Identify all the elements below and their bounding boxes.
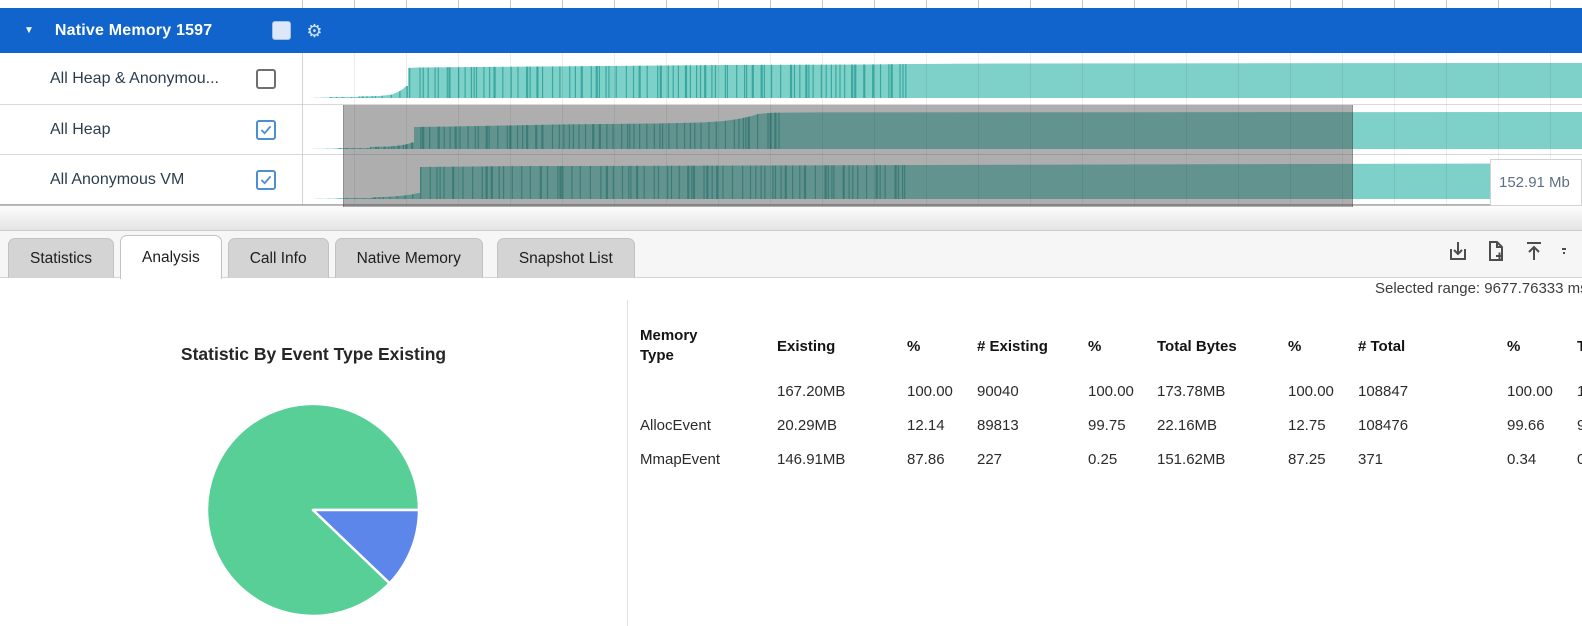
table-header-col0: Memory Type — [640, 326, 698, 364]
table-cell-r2-c8: 0.34 — [1507, 450, 1537, 468]
horizontal-scrollbar[interactable] — [0, 205, 1582, 231]
time-axis-ticks — [302, 0, 1582, 8]
table-cell-r0-c0 — [640, 374, 777, 408]
track-label-row: All Heap — [0, 105, 303, 154]
track-label: All Heap & Anonymou... — [50, 69, 219, 87]
track-checkbox[interactable] — [256, 68, 276, 89]
tab-call-info[interactable]: Call Info — [227, 238, 329, 279]
table-cell-r2-c3: 227 — [977, 450, 1003, 468]
track-area: All Heap & Anonymou... All Heap — [0, 53, 1582, 207]
tab-bar: Statistics Analysis Call Info Native Memory… — [0, 231, 1582, 279]
table-cell-r2-c7: 371 — [1358, 450, 1384, 468]
table-header-col5: Total Bytes — [1157, 337, 1237, 355]
table-cell-r1-c2: 12.14 — [907, 416, 945, 434]
track-label-row: All Heap & Anonymou... — [0, 53, 303, 104]
scroll-to-top-icon[interactable] — [1522, 239, 1546, 263]
table-cell-r2-c2: 87.86 — [907, 450, 945, 468]
more-partial-icon[interactable] — [1560, 239, 1570, 263]
tab-analysis[interactable]: Analysis — [120, 235, 222, 279]
collapse-triangle-icon[interactable]: ▼ — [24, 24, 34, 36]
table-header-col1: Existing — [777, 337, 836, 355]
pie-chart-title: Statistic By Event Type Existing — [180, 344, 447, 364]
track-row: All Heap — [0, 105, 1582, 155]
table-cell-r1-c9: 9 — [1577, 416, 1582, 434]
table-cell-r0-c5: 173.78MB — [1157, 382, 1226, 400]
table-cell-r2-c5: 151.62MB — [1157, 450, 1226, 468]
track-row: All Anonymous VM — [0, 155, 1582, 205]
table-cell-r0-c6: 100.00 — [1288, 382, 1334, 400]
table-cell-r0-c3: 90040 — [977, 382, 1019, 400]
value-tooltip: 152.91 Mb — [1490, 159, 1582, 206]
track-group-header: ▼ Native Memory 1597 ⚙ — [0, 8, 1582, 53]
table-cell-r0-c4: 100.00 — [1088, 382, 1134, 400]
table-header-col2: % — [907, 337, 921, 355]
tab-statistics[interactable]: Statistics — [8, 238, 115, 279]
table-cell-r0-c9: 1 — [1577, 382, 1582, 400]
table-cell-r1-c0: AllocEvent — [640, 416, 711, 434]
table-cell-r0-c8: 100.00 — [1507, 382, 1553, 400]
table-cell-r2-c6: 87.25 — [1288, 450, 1326, 468]
table-cell-r2-c1: 146.91MB — [777, 450, 846, 468]
range-selection-overlay[interactable] — [343, 105, 1353, 207]
memory-type-table: Memory Type Existing% # Existing% Total Byt… — [640, 318, 1582, 476]
table-header-col7: # Total — [1358, 337, 1406, 355]
group-checkbox[interactable] — [272, 21, 292, 40]
table-cell-r1-c8: 99.66 — [1507, 416, 1545, 434]
event-type-pie-chart — [205, 402, 421, 618]
track-chart-heap-anon[interactable] — [302, 53, 1582, 104]
table-cell-r0-c2: 100.00 — [907, 382, 953, 400]
tab-native-memory[interactable]: Native Memory — [334, 238, 483, 279]
table-cell-r0-c1: 167.20MB — [777, 382, 846, 400]
table-header-col9: T — [1577, 337, 1582, 355]
table-cell-r1-c6: 12.75 — [1288, 416, 1326, 434]
table-cell-r2-c4: 0.25 — [1088, 450, 1118, 468]
track-row: All Heap & Anonymou... — [0, 53, 1582, 105]
track-label: All Anonymous VM — [50, 170, 185, 188]
tab-snapshot-list[interactable]: Snapshot List — [496, 238, 635, 279]
table-header-col8: % — [1507, 337, 1521, 355]
track-checkbox[interactable] — [256, 119, 276, 140]
track-label-row: All Anonymous VM — [0, 155, 303, 204]
track-group-title: Native Memory 1597 — [54, 21, 213, 39]
table-cell-r2-c9: 0 — [1577, 450, 1582, 468]
table-header-col4: % — [1088, 337, 1102, 355]
table-cell-r2-c0: MmapEvent — [640, 450, 721, 468]
table-cell-r1-c1: 20.29MB — [777, 416, 838, 434]
panel-divider — [627, 300, 628, 626]
track-chart-all-heap[interactable] — [302, 105, 1582, 154]
track-label: All Heap — [50, 120, 111, 138]
track-checkbox[interactable] — [256, 169, 276, 190]
track-chart-anon-vm[interactable] — [302, 155, 1582, 204]
add-capture-icon[interactable] — [1484, 239, 1508, 263]
pie-slice-allocevent — [311, 508, 421, 585]
table-cell-r1-c7: 108476 — [1358, 416, 1409, 434]
selected-range-text: Selected range: 9677.76333 ms — [1375, 280, 1582, 297]
tabs: Statistics Analysis Call Info Native Memory… — [8, 235, 635, 279]
table-header-col6: % — [1288, 337, 1302, 355]
toolbar-icons — [1446, 239, 1570, 263]
table-cell-r1-c4: 99.75 — [1088, 416, 1126, 434]
table-cell-r1-c5: 22.16MB — [1157, 416, 1218, 434]
analysis-panel: Selected range: 9677.76333 ms Statistic … — [0, 278, 1582, 626]
export-to-bottom-icon[interactable] — [1446, 239, 1470, 263]
table-header-col3: # Existing — [977, 337, 1048, 355]
table-cell-r0-c7: 108847 — [1358, 382, 1409, 400]
table-cell-r1-c3: 89813 — [977, 416, 1019, 434]
gear-icon[interactable]: ⚙ — [306, 20, 323, 41]
